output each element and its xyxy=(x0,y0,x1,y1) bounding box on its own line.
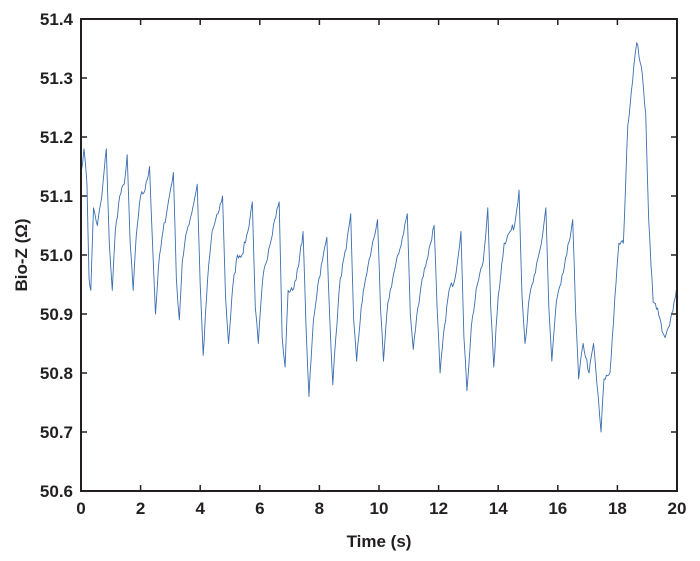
series-line xyxy=(80,42,678,433)
x-tick-label: 4 xyxy=(195,499,205,518)
y-tick-label: 51.2 xyxy=(40,128,73,147)
x-tick-label: 0 xyxy=(76,499,85,518)
x-axis-title: Time (s) xyxy=(347,532,412,551)
y-tick-labels: 50.6 50.7 50.8 50.9 51.0 51.1 51.2 51.3 51.4 xyxy=(40,10,74,501)
y-tick-label: 50.8 xyxy=(40,364,73,383)
y-axis-title: Bio-Z (Ω) xyxy=(12,218,31,291)
y-tick-label: 51.1 xyxy=(40,187,73,206)
x-tick-labels: 0 2 4 6 8 10 12 14 16 18 20 xyxy=(76,499,686,518)
x-tick-label: 6 xyxy=(255,499,264,518)
x-tick-label: 12 xyxy=(429,499,448,518)
x-tick-label: 18 xyxy=(608,499,627,518)
y-tick-label: 51.3 xyxy=(40,69,73,88)
y-tick-label: 50.6 xyxy=(40,482,73,501)
x-tick-label: 2 xyxy=(136,499,145,518)
plot-area-frame xyxy=(80,18,678,492)
y-tick-label: 51.0 xyxy=(40,246,73,265)
y-tick-label: 50.7 xyxy=(40,423,73,442)
y-tick-label: 51.4 xyxy=(40,10,74,29)
x-tick-label: 8 xyxy=(315,499,324,518)
x-tick-label: 16 xyxy=(548,499,567,518)
x-tick-label: 14 xyxy=(489,499,508,518)
x-tick-label: 20 xyxy=(668,499,687,518)
y-tick-label: 50.9 xyxy=(40,305,73,324)
x-tick-label: 10 xyxy=(370,499,389,518)
